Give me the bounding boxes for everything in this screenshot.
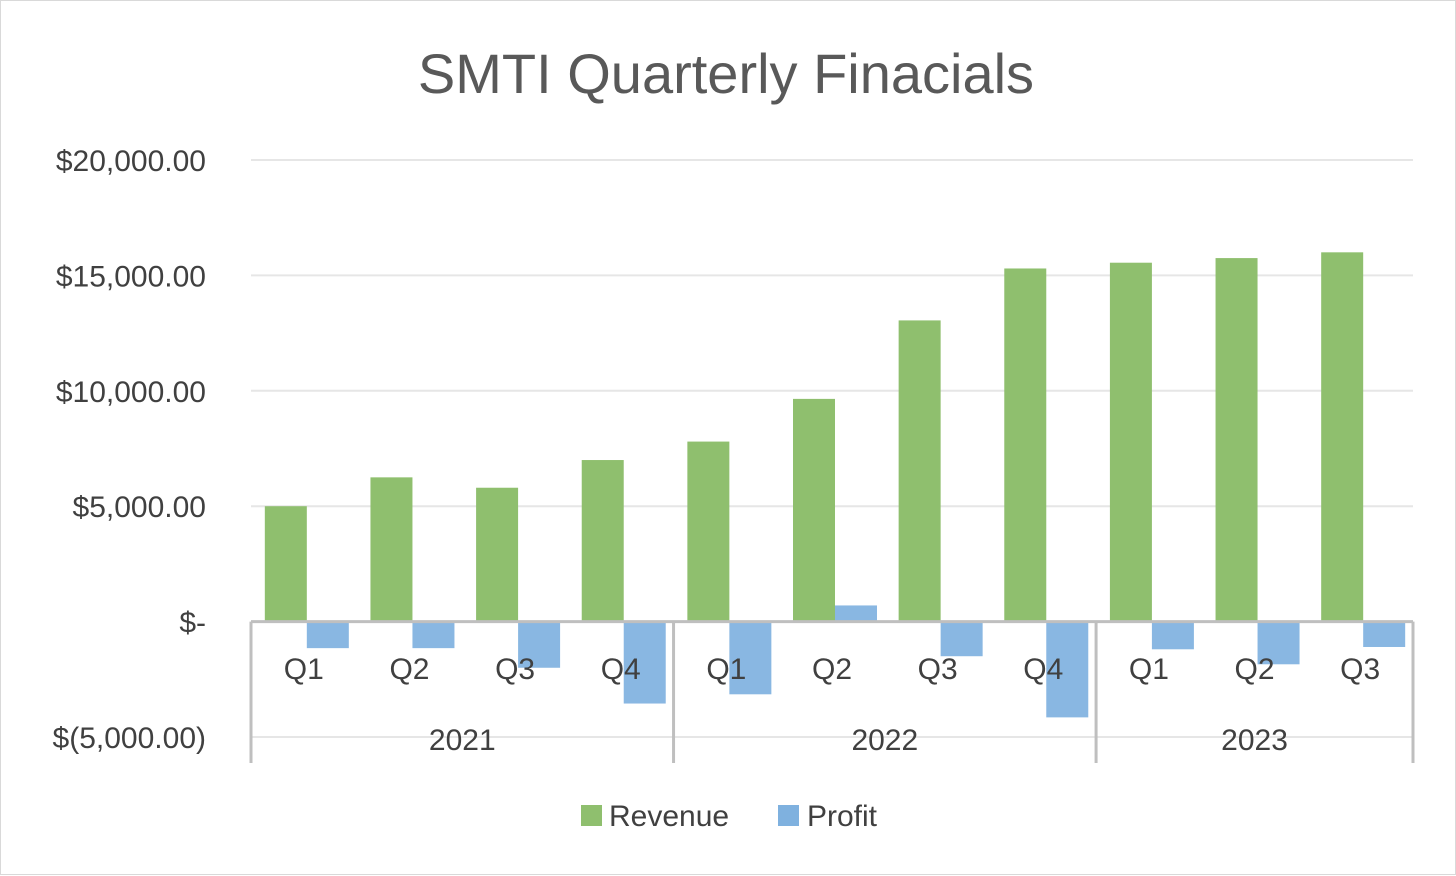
x-group-label: 2022 <box>851 724 918 757</box>
x-tick-label: Q4 <box>601 653 641 686</box>
legend-label-profit: Profit <box>807 800 878 833</box>
y-tick-label: $10,000.00 <box>56 376 206 409</box>
bar-profit <box>940 621 983 657</box>
x-tick-label: Q3 <box>918 653 958 686</box>
bar-profit <box>412 621 455 649</box>
bar-profit <box>623 621 666 704</box>
bar-revenue <box>898 320 941 622</box>
bar-profit <box>1046 621 1089 718</box>
x-tick-label: Q2 <box>389 653 429 686</box>
legend-label-revenue: Revenue <box>609 800 729 833</box>
bar-revenue <box>1321 252 1364 622</box>
y-tick-label: $5,000.00 <box>73 491 206 524</box>
y-tick-label: $- <box>179 607 206 640</box>
bar-profit <box>835 605 877 622</box>
bar-revenue <box>1004 268 1047 622</box>
chart-title: SMTI Quarterly Finacials <box>418 42 1034 105</box>
x-axis <box>249 620 1415 763</box>
bar-profit <box>1151 621 1194 650</box>
bar-profit <box>1363 621 1406 647</box>
legend-swatch-revenue <box>581 805 602 826</box>
y-axis-ticks: $20,000.00 $15,000.00 $10,000.00 $5,000.00 $… <box>53 145 206 755</box>
y-tick-label: $15,000.00 <box>56 260 206 293</box>
x-tick-label: Q4 <box>1023 653 1063 686</box>
bar-profit <box>1257 621 1300 665</box>
bar-revenue <box>793 398 835 622</box>
x-tick-label: Q2 <box>1235 653 1275 686</box>
y-tick-label: $(5,000.00) <box>53 722 206 755</box>
y-tick-label: $20,000.00 <box>56 145 206 178</box>
bar-revenue <box>1215 258 1258 622</box>
bar-profit <box>518 621 561 668</box>
bar-revenue <box>370 477 413 622</box>
bar-profit <box>729 621 772 695</box>
x-group-label: 2021 <box>429 724 496 757</box>
legend-swatch-profit <box>778 805 799 826</box>
x-axis-ticks: Q1 Q2 Q3 Q4 Q1 Q2 Q3 Q4 Q1 Q2 Q3 2021 2022 2023 <box>284 653 1380 757</box>
x-group-label: 2023 <box>1221 724 1288 757</box>
bar-revenue <box>476 487 519 622</box>
bar-profit <box>306 621 349 649</box>
legend: Revenue Profit <box>581 800 878 833</box>
x-tick-label: Q1 <box>706 653 746 686</box>
x-tick-label: Q3 <box>495 653 535 686</box>
bar-revenue <box>687 441 730 622</box>
bars <box>264 252 1406 718</box>
bar-revenue <box>1109 262 1152 622</box>
x-tick-label: Q1 <box>284 653 324 686</box>
x-tick-label: Q2 <box>812 653 852 686</box>
bar-revenue <box>264 506 307 622</box>
x-tick-label: Q1 <box>1129 653 1169 686</box>
bar-revenue <box>581 460 624 622</box>
x-tick-label: Q3 <box>1340 653 1380 686</box>
